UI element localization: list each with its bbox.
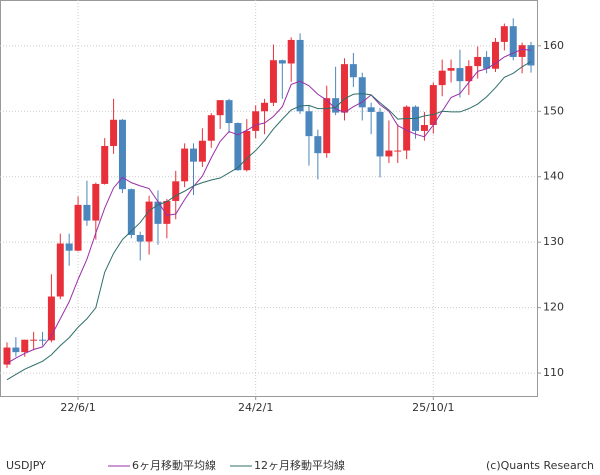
candle-body (269, 60, 277, 103)
candle-body (403, 106, 411, 151)
candle-body (314, 136, 322, 154)
candle-body (30, 339, 38, 341)
candle-body (101, 145, 109, 184)
candle-body (376, 111, 384, 157)
candle-body (305, 111, 313, 137)
candle-body (21, 339, 29, 353)
y-tick-label: 160 (543, 39, 564, 52)
candle-body (447, 68, 455, 71)
candle-body (483, 56, 491, 69)
x-tick-label: 24/2/1 (238, 401, 273, 414)
candle-body (509, 26, 517, 57)
ma-line (6, 48, 532, 364)
candle-body (47, 296, 55, 341)
candle-body (438, 70, 446, 86)
candle-body (340, 64, 348, 113)
candle-body (465, 66, 473, 82)
candle-body (74, 204, 82, 251)
plot-frame (0, 0, 538, 397)
candle-body (163, 200, 171, 224)
candle-body (234, 123, 242, 171)
candle-body (207, 115, 215, 141)
candle-body (332, 98, 340, 113)
candle-body (243, 130, 251, 171)
credit: (c)Quants Research (486, 459, 594, 472)
candle-body (429, 85, 437, 126)
candle-body (474, 56, 482, 67)
candle-body (56, 243, 64, 297)
candle-body (500, 26, 508, 42)
chart-title: USDJPY (6, 459, 46, 472)
legend-label: 6ヶ月移動平均線 (132, 458, 216, 472)
ma-line (6, 61, 532, 381)
legend-label: 12ヶ月移動平均線 (254, 458, 345, 472)
candle-body (127, 189, 135, 235)
y-tick-label: 110 (543, 366, 564, 379)
candle-body (110, 119, 118, 146)
candle-body (358, 77, 366, 108)
candle-body (39, 339, 47, 341)
candle-body (296, 39, 304, 112)
candle-body (92, 183, 100, 221)
y-tick-label: 150 (543, 104, 564, 117)
candle-body (491, 41, 499, 69)
candle-body (3, 347, 11, 365)
candle-body (349, 64, 357, 78)
candle-body (198, 140, 206, 162)
candle-body (136, 234, 144, 242)
candle-body (83, 204, 91, 221)
candle-body (145, 201, 153, 242)
candle-body (420, 125, 428, 131)
y-tick-label: 130 (543, 235, 564, 248)
candle-body (385, 150, 393, 157)
candle-body (190, 148, 198, 162)
candle-body (154, 201, 162, 224)
candle-body (527, 45, 535, 66)
candle-body (278, 60, 286, 64)
candle-body (456, 68, 464, 82)
candle-body (118, 119, 126, 190)
candle-body (367, 107, 375, 112)
candle-body (252, 111, 260, 131)
candle-body (225, 100, 233, 124)
candle-body (518, 45, 526, 57)
candle-body (65, 243, 73, 251)
candle-body (287, 39, 295, 64)
y-tick-label: 120 (543, 301, 564, 314)
x-tick-label: 22/6/1 (60, 401, 95, 414)
candle-body (12, 347, 20, 353)
candle-body (261, 102, 269, 112)
candle-body (216, 100, 224, 116)
x-tick-label: 25/10/1 (412, 401, 454, 414)
candle-body (323, 98, 331, 154)
y-tick-label: 140 (543, 170, 564, 183)
candle-body (172, 181, 180, 201)
candle-body (394, 150, 402, 152)
candle-body (181, 148, 189, 182)
